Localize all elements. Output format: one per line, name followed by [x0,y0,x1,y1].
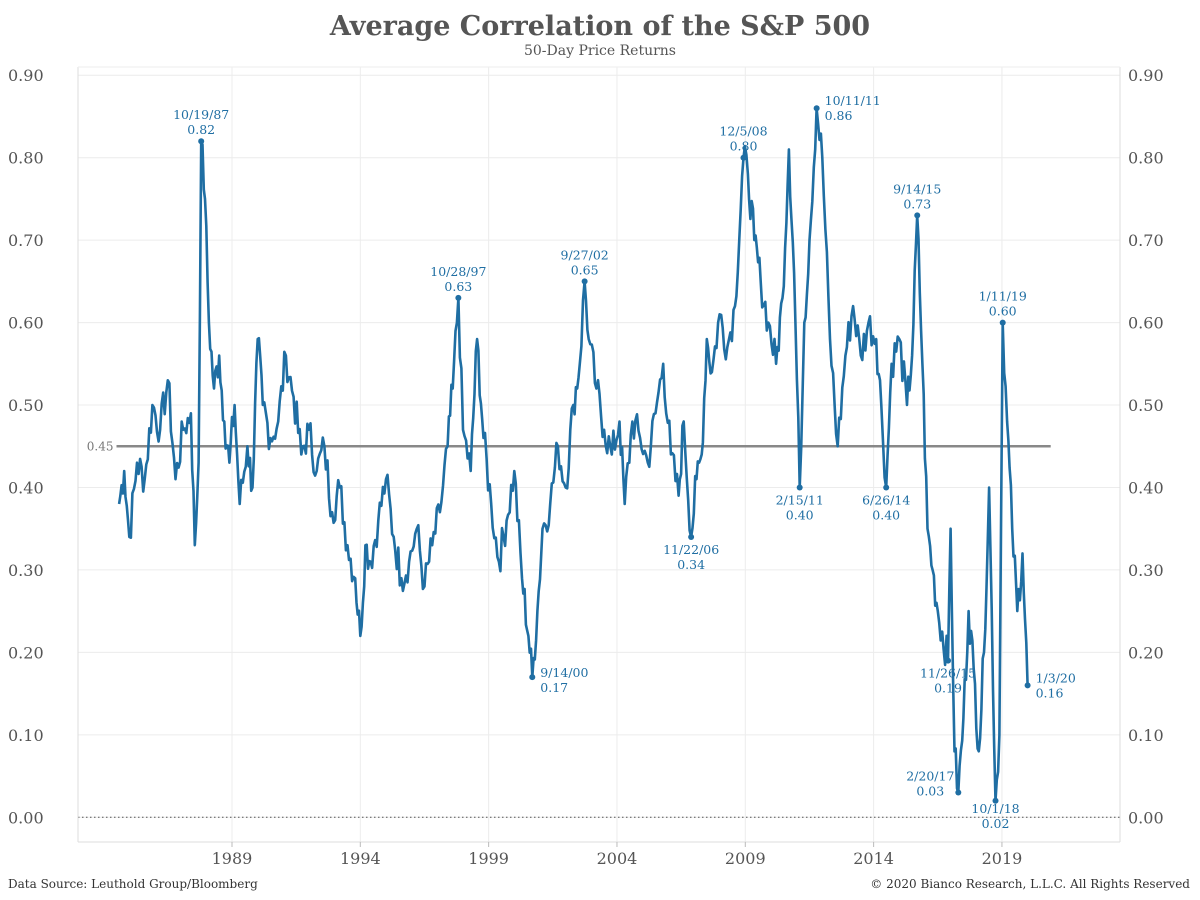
annotation-point [955,789,962,796]
y-tick-label-left: 0.10 [8,726,44,745]
x-tick-label: 1989 [212,849,253,868]
y-tick-label-right: 0.40 [1128,478,1164,497]
average-layer: 0.45 [87,439,1051,453]
x-tick-label: 2004 [597,849,638,868]
y-tick-label-right: 0.80 [1128,149,1164,168]
annotation-value: 0.65 [571,262,599,277]
y-tick-label-left: 0.00 [8,808,44,827]
annotation-value: 0.40 [786,507,814,522]
annotation-point [740,154,747,161]
y-tick-label-left: 0.50 [8,396,44,415]
annotation-value: 0.40 [872,507,900,522]
y-tick-label-left: 0.30 [8,561,44,580]
annotation-value: 0.73 [903,196,931,211]
y-tick-label-left: 0.20 [8,643,44,662]
annotation-value: 0.34 [677,557,705,572]
annotation-date: 11/26/15 [920,666,976,681]
data-source-note: Data Source: Leuthold Group/Bloomberg [8,877,258,891]
x-tick-label: 2019 [982,849,1023,868]
annotation-date: 10/11/11 [825,93,881,108]
annotation-value: 0.02 [982,816,1010,831]
annotation-date: 9/14/00 [540,665,588,680]
annotation-date: 11/22/06 [663,542,719,557]
x-tick-label: 1994 [340,849,381,868]
x-tick-label: 1999 [468,849,509,868]
copyright-note: © 2020 Bianco Research, L.L.C. All Right… [870,877,1190,891]
y-tick-label-left: 0.40 [8,478,44,497]
y-tick-label-right: 0.70 [1128,231,1164,250]
annotation-value: 0.86 [825,108,853,123]
annotation-point [198,138,205,145]
annotation-date: 10/28/97 [430,264,486,279]
annotation-point [455,294,462,301]
annotation-point [796,484,803,491]
annotation-point [999,319,1006,326]
average-label: 0.45 [87,439,114,453]
annotation-layer: 10/19/870.82 10/28/970.63 9/27/020.65 12/5/… [173,93,1076,831]
annotation-date: 10/1/18 [971,801,1019,816]
annotation-point [581,278,588,285]
annotation-date: 6/26/14 [862,492,910,507]
chart-subtitle: 50-Day Price Returns [524,43,676,59]
y-tick-label-right: 0.50 [1128,396,1164,415]
series-line [117,106,1029,803]
y-tick-label-left: 0.70 [8,231,44,250]
annotation-point [945,657,952,664]
annotation-point [992,797,999,804]
annotation-value: 0.63 [444,279,472,294]
x-tick-label: 2014 [853,849,894,868]
y-tick-label-right: 0.60 [1128,314,1164,333]
axis-layer: 0.00 0.00 0.10 0.10 0.20 0.20 0.30 0.30 0.40 0.40… [8,66,1164,868]
y-tick-label-left: 0.90 [8,66,44,85]
annotation-date: 12/5/08 [719,124,767,139]
y-tick-label-left: 0.60 [8,314,44,333]
series-layer [117,106,1029,803]
annotation-point [914,212,921,219]
annotation-value: 0.80 [730,139,758,154]
annotation-point [529,674,536,681]
y-tick-label-right: 0.90 [1128,66,1164,85]
annotation-value: 0.60 [989,304,1017,319]
annotation-date: 1/11/19 [979,289,1027,304]
annotation-date: 9/14/15 [893,181,941,196]
annotation-date: 10/19/87 [173,107,229,122]
annotation-value: 0.16 [1036,685,1064,700]
y-tick-label-right: 0.10 [1128,726,1164,745]
annotation-point [1024,682,1031,689]
annotation-point [813,105,820,112]
y-tick-label-left: 0.80 [8,149,44,168]
annotation-date: 2/20/17 [906,769,954,784]
annotation-value: 0.03 [916,784,944,799]
annotation-value: 0.19 [934,681,962,696]
y-tick-label-right: 0.30 [1128,561,1164,580]
annotation-date: 1/3/20 [1036,670,1076,685]
annotation-point [688,533,695,540]
annotation-value: 0.82 [187,122,215,137]
annotation-value: 0.17 [540,680,568,695]
annotation-date: 2/15/11 [776,492,824,507]
x-tick-label: 2009 [725,849,766,868]
chart-title: Average Correlation of the S&P 500 [329,11,870,42]
annotation-date: 9/27/02 [561,247,609,262]
y-tick-label-right: 0.20 [1128,643,1164,662]
y-tick-label-right: 0.00 [1128,808,1164,827]
annotation-point [883,484,890,491]
